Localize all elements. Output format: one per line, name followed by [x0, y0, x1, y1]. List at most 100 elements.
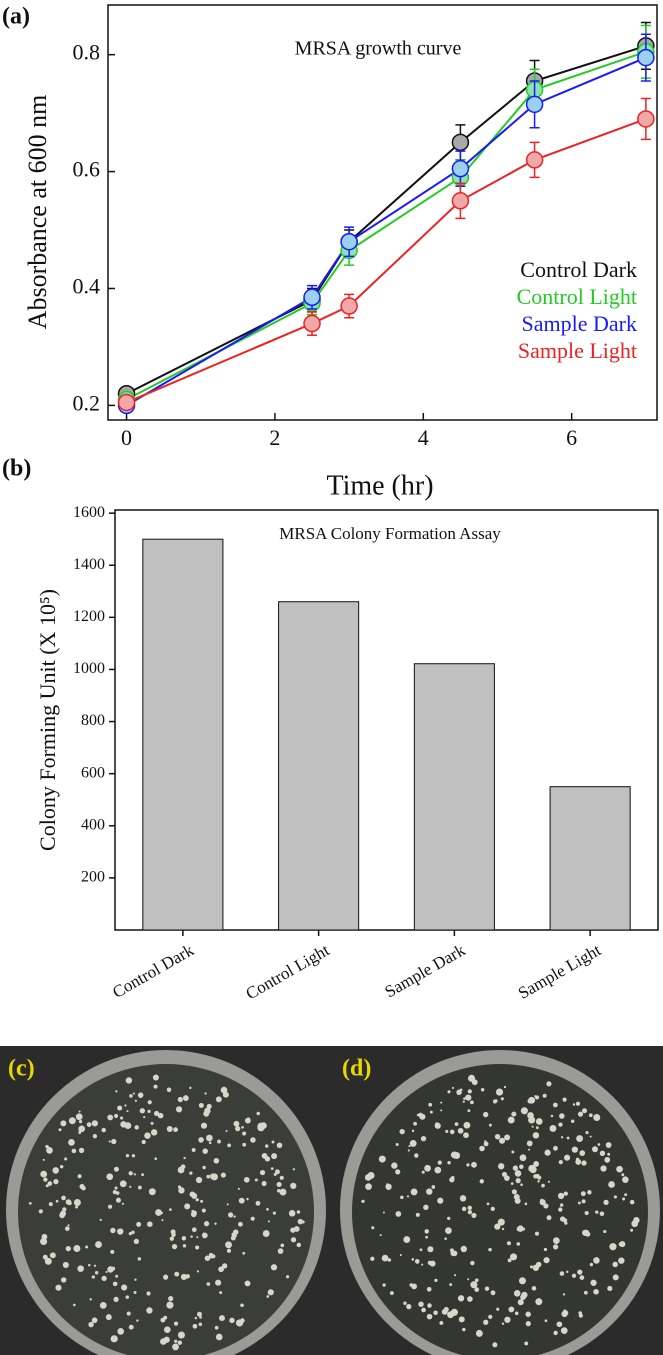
colony — [490, 1290, 496, 1296]
photo-label: (c) — [8, 1056, 35, 1082]
colony — [494, 1133, 501, 1140]
colony — [604, 1156, 611, 1163]
colony — [272, 1211, 276, 1215]
colony — [279, 1175, 284, 1180]
colony — [445, 1129, 449, 1133]
colony — [600, 1165, 607, 1172]
colony — [42, 1254, 48, 1260]
colony — [134, 1278, 137, 1281]
colony — [414, 1153, 419, 1158]
plot-frame — [107, 4, 658, 421]
colony — [495, 1088, 504, 1096]
colony — [561, 1310, 568, 1318]
colony — [443, 1307, 449, 1313]
colony — [543, 1247, 548, 1252]
colony — [479, 1145, 485, 1152]
colony — [126, 1311, 131, 1316]
colony — [379, 1234, 382, 1237]
colony — [386, 1183, 389, 1186]
colony — [395, 1143, 399, 1147]
colony — [254, 1178, 258, 1182]
colony — [526, 1140, 533, 1147]
colony — [467, 1209, 473, 1215]
colony — [202, 1232, 206, 1235]
colony — [235, 1125, 241, 1132]
colony — [451, 1176, 455, 1180]
colony — [242, 1142, 247, 1147]
colony — [155, 1209, 162, 1216]
colony — [550, 1114, 554, 1118]
colony — [190, 1235, 193, 1238]
colony — [411, 1283, 418, 1290]
colony — [577, 1269, 583, 1275]
colony — [276, 1142, 283, 1149]
colony — [584, 1210, 589, 1216]
colony — [91, 1317, 98, 1324]
colony — [451, 1250, 458, 1257]
colony — [233, 1215, 236, 1218]
colony — [511, 1111, 517, 1117]
colony — [200, 1122, 208, 1129]
colony — [488, 1247, 492, 1252]
colony — [150, 1129, 158, 1136]
colony — [426, 1188, 433, 1195]
colony — [101, 1275, 107, 1281]
x-tick-label: 2 — [269, 425, 280, 450]
colony — [592, 1146, 598, 1153]
colony — [371, 1226, 375, 1230]
colony — [136, 1221, 142, 1227]
colony — [192, 1323, 198, 1329]
colony — [588, 1113, 593, 1118]
colony — [500, 1097, 504, 1101]
colony — [546, 1215, 552, 1221]
colony — [88, 1263, 91, 1267]
colony — [612, 1274, 619, 1281]
colony — [622, 1197, 626, 1201]
colony — [535, 1261, 542, 1268]
colony — [271, 1153, 278, 1160]
colony — [241, 1125, 244, 1129]
legend-entry: Control Light — [517, 284, 637, 309]
colony — [141, 1139, 146, 1145]
colony — [65, 1226, 70, 1231]
colony — [148, 1188, 156, 1196]
colony — [378, 1155, 386, 1163]
colony — [120, 1116, 124, 1120]
colony — [211, 1254, 216, 1259]
colony — [177, 1166, 185, 1174]
colony — [277, 1248, 284, 1254]
colony — [460, 1245, 468, 1253]
colony — [197, 1177, 202, 1182]
colony — [45, 1144, 49, 1149]
series-line — [126, 56, 647, 407]
colony — [426, 1313, 433, 1320]
colony — [177, 1340, 183, 1345]
colony — [577, 1111, 584, 1117]
colony — [173, 1321, 179, 1326]
colony — [218, 1266, 224, 1273]
bar — [142, 538, 224, 931]
colony — [113, 1113, 119, 1118]
colony — [590, 1279, 597, 1286]
colony — [511, 1189, 517, 1195]
colony — [630, 1228, 634, 1232]
marker — [451, 192, 470, 210]
colony — [537, 1175, 542, 1180]
colony — [465, 1094, 472, 1101]
colony — [504, 1134, 511, 1141]
colony — [400, 1195, 404, 1200]
colony — [503, 1085, 507, 1089]
colony — [110, 1335, 118, 1343]
colony — [53, 1178, 59, 1185]
colony — [605, 1142, 612, 1148]
colony — [86, 1122, 92, 1127]
colony — [71, 1148, 77, 1154]
colony — [166, 1301, 174, 1309]
colony — [508, 1306, 515, 1313]
colony — [593, 1288, 599, 1295]
colony — [169, 1208, 172, 1211]
colony — [273, 1173, 277, 1176]
colony — [49, 1252, 56, 1259]
marker — [637, 110, 655, 128]
colony — [575, 1101, 581, 1106]
